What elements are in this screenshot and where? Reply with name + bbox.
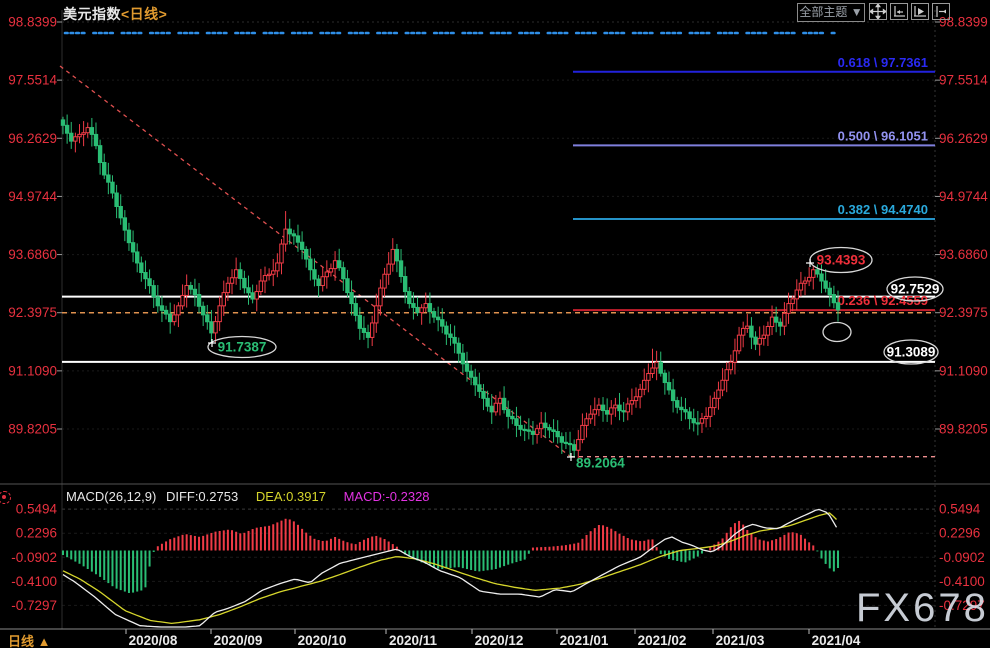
candlestick-series (61, 115, 839, 463)
time-axis-label: 2021/04 (812, 633, 861, 648)
diff-line (63, 510, 837, 628)
time-axis-label: 2021/03 (716, 633, 765, 648)
annotation-price-label: 91.3089 (887, 345, 936, 360)
fx678-watermark: FX678 (856, 586, 989, 631)
macd-dea-value: DEA:0.3917 (256, 489, 326, 504)
gridlines (62, 22, 935, 605)
price-axis-label-right: 93.6860 (939, 247, 988, 262)
macd-macd-value: MACD:-0.2328 (344, 489, 430, 504)
price-axis-label-left: 91.1090 (8, 363, 57, 378)
price-axis-label-right: 97.5514 (939, 73, 988, 88)
macd-axis-label-right: -0.0902 (939, 550, 985, 565)
time-axis-label: 2020/09 (214, 633, 263, 648)
price-axis-label-right: 96.2629 (939, 131, 988, 146)
chart-window: 0.618 \ 97.7361 0.500 \ 96.1051 0.382 \ 94… (0, 0, 990, 648)
macd-axis-label-left: 0.2296 (16, 526, 57, 541)
time-axis-label: 2021/01 (560, 633, 609, 648)
time-axis-labels: 2020/08 2020/09 2020/10 2020/11 2020/12 2021/… (129, 633, 861, 648)
axis-left-arrow-icon[interactable] (890, 3, 908, 20)
price-macd-chart: 0.618 \ 97.7361 0.500 \ 96.1051 0.382 \ 94… (0, 0, 990, 648)
fibonacci-levels: 0.618 \ 97.7361 0.500 \ 96.1051 0.382 \ 94… (573, 55, 935, 310)
price-axis-labels: 98.839998.839997.551497.551496.262996.26… (8, 15, 988, 437)
fib-level-label: 0.500 \ 96.1051 (838, 128, 928, 143)
price-axis-label-left: 98.8399 (8, 15, 57, 30)
price-axis-label-left: 97.5514 (8, 73, 57, 88)
macd-histogram (62, 519, 839, 593)
instrument-name: 美元指数 (63, 6, 121, 22)
macd-axis-label-right: 0.2296 (939, 526, 980, 541)
time-axis-label: 2020/10 (298, 633, 347, 648)
annotation-ellipse (823, 323, 851, 342)
macd-axis-label-left: 0.5494 (16, 502, 58, 517)
annotation-price-label: 89.2064 (576, 456, 625, 471)
time-axis-label: 2020/12 (475, 633, 524, 648)
macd-name: MACD(26,12,9) (66, 489, 156, 504)
price-axis-label-left: 96.2629 (8, 131, 57, 146)
crosshair-pan-icon[interactable] (869, 3, 887, 20)
price-axis-label-left: 89.8205 (8, 421, 57, 436)
annotation-price-label: 93.4393 (817, 253, 866, 268)
time-axis-label: 2021/02 (638, 633, 687, 648)
axis-play-icon[interactable] (911, 3, 929, 20)
period-selector[interactable]: 日线 ▲ (8, 631, 50, 648)
price-axis-label-left: 94.9744 (8, 189, 57, 204)
annotation-price-label: 91.7387 (218, 340, 267, 355)
macd-axis-label-left: -0.4100 (11, 574, 57, 589)
macd-diff-value: DIFF:0.2753 (166, 489, 238, 504)
period-tag: <日线> (121, 6, 167, 22)
macd-axis-label-left: -0.0902 (11, 550, 57, 565)
chart-title: 美元指数<日线> (63, 4, 167, 24)
themes-dropdown-button[interactable]: 全部主题 ▼ (797, 3, 865, 22)
price-axis-label-right: 89.8205 (939, 421, 988, 436)
annotation-price-label: 92.7529 (891, 282, 940, 297)
support-resistance-lines (62, 297, 935, 362)
macd-indicator-header: MACD(26,12,9) DIFF:0.2753 DEA:0.3917 MAC… (66, 489, 430, 504)
price-axis-label-right: 92.3975 (939, 305, 988, 320)
price-axis-label-left: 93.6860 (8, 247, 57, 262)
fib-level-label: 0.618 \ 97.7361 (838, 55, 928, 70)
macd-axis-label-right: 0.5494 (939, 502, 981, 517)
exit-right-arrow-icon[interactable] (932, 3, 950, 20)
price-axis-label-right: 94.9744 (939, 189, 988, 204)
price-axis-label-left: 92.3975 (8, 305, 57, 320)
macd-axis-label-left: -0.7297 (11, 598, 57, 613)
price-axis-label-right: 91.1090 (939, 363, 988, 378)
time-axis-label: 2020/08 (129, 633, 178, 648)
dea-line (63, 513, 837, 623)
time-axis-label: 2020/11 (389, 633, 438, 648)
axis-lines (0, 10, 990, 634)
chart-canvas[interactable]: 0.618 \ 97.7361 0.500 \ 96.1051 0.382 \ 94… (0, 0, 990, 648)
fib-level-label: 0.382 \ 94.4740 (838, 202, 928, 217)
